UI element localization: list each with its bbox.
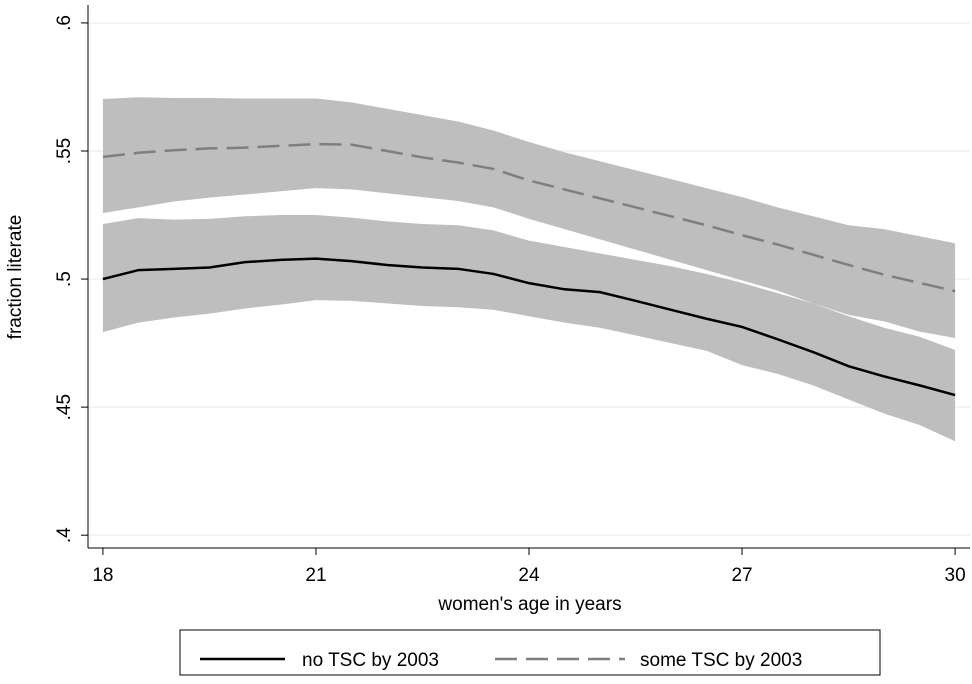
y-tick-label: .5: [54, 271, 75, 287]
x-axis-title: women's age in years: [437, 594, 621, 615]
series-line: [102, 257, 956, 397]
confidence-band: [102, 215, 956, 442]
x-tick-label: 24: [518, 565, 540, 586]
y-tick-label: .4: [54, 527, 75, 543]
legend-label: no TSC by 2003: [302, 650, 439, 671]
y-axis-title: fraction literate: [5, 215, 26, 340]
y-tick-label: .55: [54, 138, 75, 164]
legend-box: [179, 629, 881, 676]
x-tick-label: 27: [731, 565, 752, 586]
y-tick-label: .6: [54, 15, 75, 31]
series-line: [102, 142, 956, 293]
y-tick-label: .45: [54, 394, 75, 420]
x-tick-label: 18: [92, 565, 113, 586]
x-tick-label: 30: [945, 565, 966, 586]
x-tick-label: 21: [305, 565, 326, 586]
legend-label: some TSC by 2003: [640, 650, 802, 671]
confidence-band: [102, 97, 956, 338]
